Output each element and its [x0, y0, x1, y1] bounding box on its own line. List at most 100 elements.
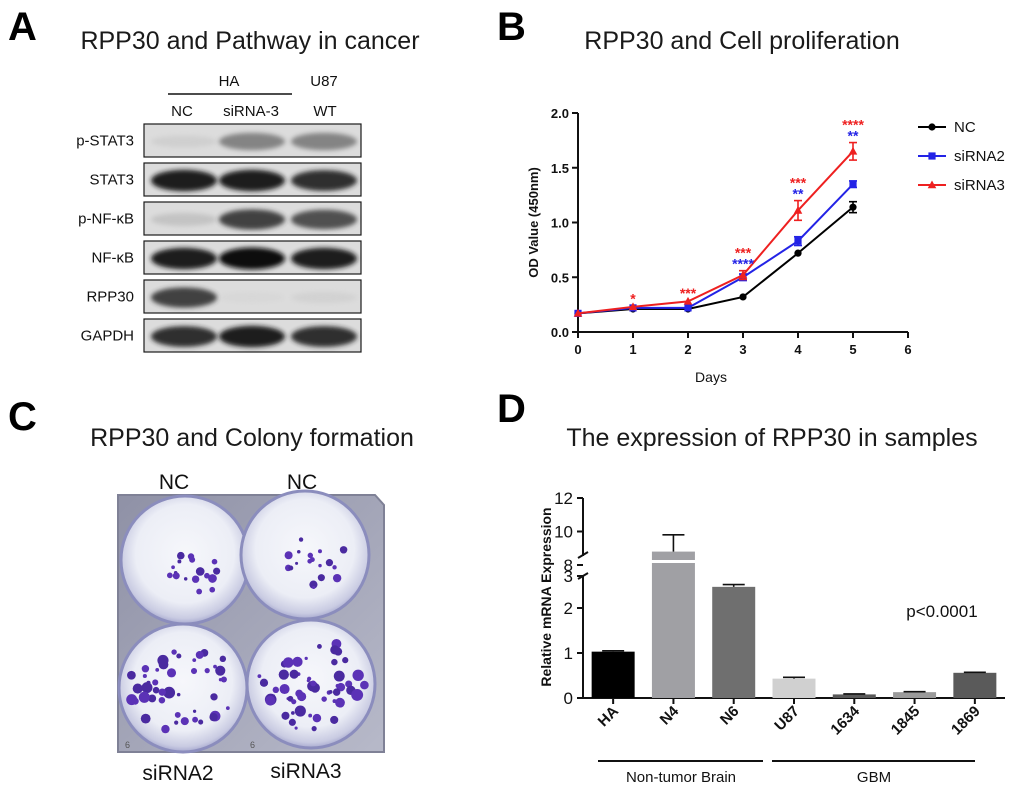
x-tick-label: 1845: [888, 703, 924, 739]
colony: [215, 665, 226, 676]
bar: [772, 678, 816, 698]
colony: [292, 656, 303, 667]
blot-band: [219, 292, 285, 303]
colony: [358, 672, 364, 678]
colony: [328, 689, 333, 694]
y-tick-label: 0: [564, 689, 573, 708]
x-tick-label: 6: [904, 342, 911, 357]
panel-a: A RPP30 and Pathway in cancer HA U87 NC …: [8, 5, 420, 353]
colony: [288, 565, 294, 571]
colony: [281, 711, 290, 720]
panel-letter-c: C: [8, 395, 37, 439]
x-tick-label: 1634: [827, 702, 863, 738]
y-tick-label: 1.0: [551, 216, 569, 231]
data-point: [794, 249, 802, 257]
well-rim: [119, 494, 251, 626]
colony: [158, 696, 166, 704]
colony: [291, 699, 297, 705]
blot-band: [219, 132, 285, 151]
colony: [140, 713, 151, 724]
legend-item: siRNA2: [918, 148, 1005, 165]
x-tick-label: 3: [739, 342, 746, 357]
x-axis-label: Days: [695, 369, 727, 385]
data-point: [684, 304, 692, 312]
y-tick-label: 10: [554, 523, 573, 542]
blot-label: p-NF-κB: [78, 211, 134, 228]
blot-band: [291, 291, 357, 304]
colony: [284, 551, 293, 560]
significance-mark: **: [793, 186, 804, 202]
panel-c-title: RPP30 and Colony formation: [90, 424, 414, 452]
colony: [192, 658, 197, 663]
colony: [288, 718, 296, 726]
colony: [152, 679, 159, 686]
western-blots: p-STAT3 STAT3 p-NF-κB NF-κB RPP30 GAPDH: [76, 123, 362, 353]
plate-label-nc-right: NC: [287, 471, 317, 494]
colony: [204, 572, 210, 579]
lane-label-sirna3: siRNA-3: [223, 103, 279, 120]
blot-label: p-STAT3: [76, 133, 134, 150]
colony: [192, 716, 199, 723]
bar-group: N6: [712, 583, 756, 728]
y-tick-label: 2: [564, 599, 573, 618]
colony: [166, 572, 173, 579]
colony: [171, 649, 177, 655]
group-label-non-tumor: Non-tumor Brain: [626, 769, 736, 786]
data-point: [927, 180, 937, 189]
colony: [142, 673, 147, 679]
blot-row: NF-κB: [92, 240, 362, 275]
colony: [310, 680, 317, 687]
colony: [172, 572, 180, 580]
lane-label-wt: WT: [313, 103, 336, 120]
significance-mark: ***: [790, 175, 807, 191]
colony: [321, 696, 327, 702]
colony: [141, 665, 150, 673]
blot-band: [291, 209, 357, 230]
bar-group: 1634: [827, 693, 876, 738]
colony: [289, 669, 299, 679]
colony: [131, 697, 139, 705]
colony: [225, 706, 230, 710]
plate-label-nc-left: NC: [159, 471, 189, 494]
colony: [190, 667, 198, 675]
panel-letter-b: B: [497, 5, 526, 49]
blot-band: [219, 247, 285, 270]
y-tick-label: 0.5: [551, 270, 569, 285]
colony: [332, 573, 342, 583]
bar: [893, 692, 937, 698]
legend-label: NC: [954, 119, 976, 136]
colony: [308, 713, 313, 718]
well: [239, 489, 371, 621]
blot-band: [151, 326, 217, 347]
data-point: [928, 123, 936, 131]
colony: [360, 680, 369, 690]
blot-label: RPP30: [86, 289, 134, 306]
x-tick-label: 1: [629, 342, 636, 357]
colony: [187, 553, 195, 560]
y-axis-label: Relative mRNA Expression: [538, 507, 554, 686]
series-line: [577, 150, 854, 315]
colony: [171, 565, 175, 570]
significance-mark: *: [630, 291, 636, 307]
colony: [180, 717, 189, 726]
blot-row: p-NF-κB: [78, 201, 362, 236]
blot-band: [219, 169, 285, 192]
colony: [304, 656, 308, 660]
blot-label: STAT3: [90, 172, 134, 189]
well-rim: [239, 489, 371, 621]
blot-row: GAPDH: [81, 318, 362, 353]
legend-label: siRNA2: [954, 148, 1005, 165]
panel-letter-a: A: [8, 5, 37, 49]
blot-label: NF-κB: [92, 250, 135, 267]
x-tick-label: 2: [684, 342, 691, 357]
panel-b: B RPP30 and Cell proliferation 0.0 0.5 1.0…: [497, 5, 1005, 385]
colony: [158, 688, 166, 696]
colony: [161, 724, 170, 734]
colony: [127, 670, 136, 680]
bar-group: 1869: [948, 671, 997, 738]
colony: [339, 546, 348, 554]
plate-label-sirna3: siRNA3: [270, 760, 341, 783]
colony: [335, 683, 340, 688]
colony: [296, 549, 301, 554]
